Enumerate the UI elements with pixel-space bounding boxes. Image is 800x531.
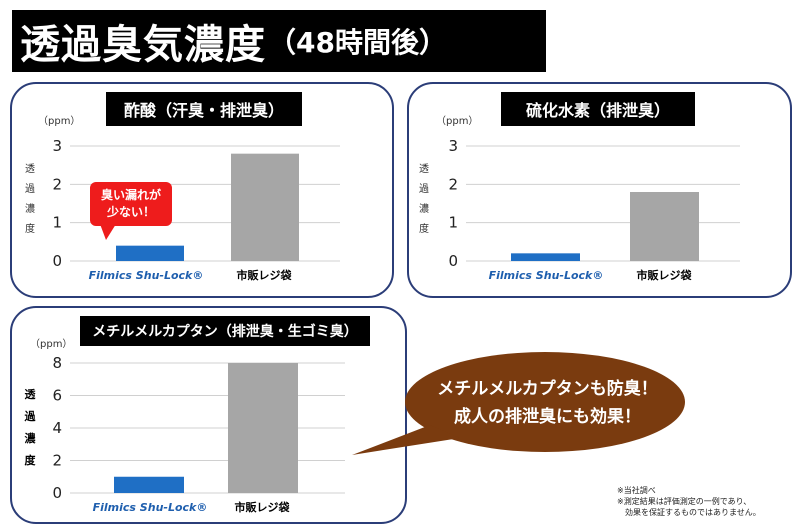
- unit-label: （ppm）: [30, 338, 72, 350]
- acetic-acid-panel: 酢酸（汗臭・排泄臭）: [10, 82, 394, 298]
- methyl-mercaptan-panel: メチルメルカプタン（排泄臭・生ゴミ臭）: [10, 306, 407, 524]
- y-axis-label-char: 度: [25, 222, 35, 235]
- y-axis-label-char: 透: [25, 388, 37, 401]
- page-title-bar: 透過臭気濃度 （48時間後）: [12, 10, 546, 72]
- unit-label: （ppm）: [38, 115, 80, 127]
- footnote-line-1: ※当社調べ: [617, 486, 656, 495]
- y-tick-label: 2: [448, 175, 458, 193]
- y-tick-label: 0: [52, 484, 62, 502]
- bar-filmics-shu-lock: [511, 253, 580, 261]
- y-tick-label: 4: [52, 419, 62, 437]
- speech-bubble-text: メチルメルカプタンも防臭！ 成人の排泄臭にも効果！: [410, 375, 685, 431]
- x-category-label: Filmics Shu-Lock®: [93, 501, 208, 514]
- speech-bubble-line-2: 成人の排泄臭にも効果！: [454, 407, 641, 427]
- y-tick-label: 0: [448, 252, 458, 270]
- y-axis-label-char: 過: [25, 183, 35, 195]
- bar-commercial-bag: [228, 363, 298, 493]
- x-category-label: 市販レジ袋: [235, 500, 291, 514]
- x-category-label: 市販レジ袋: [237, 268, 293, 282]
- y-tick-label: 3: [52, 137, 62, 155]
- odor-leak-callout: 臭い漏れが 少ない！: [90, 182, 172, 226]
- y-axis-label-char: 過: [419, 183, 429, 195]
- acetic-acid-chart-title: 酢酸（汗臭・排泄臭）: [106, 92, 302, 126]
- y-axis-label-char: 度: [419, 222, 429, 235]
- bar-filmics-shu-lock: [114, 476, 184, 493]
- footnote-line-2: ※測定結果は評価測定の一例であり、: [617, 497, 752, 506]
- callout-line-1: 臭い漏れが: [100, 188, 161, 202]
- y-axis-label-char: 濃: [25, 202, 35, 215]
- odor-leak-callout-tail: [100, 224, 116, 240]
- x-category-label: 市販レジ袋: [637, 268, 693, 282]
- y-tick-label: 1: [52, 214, 62, 232]
- y-tick-label: 3: [448, 137, 458, 155]
- x-category-label: Filmics Shu-Lock®: [89, 269, 204, 282]
- y-axis-label-char: 透: [419, 163, 429, 175]
- page-subtitle: （48時間後）: [268, 26, 447, 59]
- page-title: 透過臭気濃度: [20, 22, 266, 68]
- bar-commercial-bag: [630, 192, 699, 261]
- footnote: ※当社調べ ※測定結果は評価測定の一例であり、 効果を保証するものではありません…: [617, 485, 761, 518]
- methyl-mercaptan-chart-title: メチルメルカプタン（排泄臭・生ゴミ臭）: [80, 316, 370, 346]
- callout-line-2: 少ない！: [106, 205, 155, 219]
- hydrogen-sulfide-chart-title: 硫化水素（排泄臭）: [501, 92, 695, 126]
- speech-bubble-line-1: メチルメルカプタンも防臭！: [437, 379, 658, 399]
- y-axis-label-char: 過: [24, 409, 37, 423]
- y-axis-label-char: 度: [25, 453, 37, 467]
- bar-commercial-bag: [231, 153, 299, 261]
- bar-filmics-shu-lock: [116, 245, 184, 261]
- y-tick-label: 0: [52, 252, 62, 270]
- footnote-line-3: 効果を保証するものではありません。: [625, 508, 761, 517]
- y-axis-label-char: 透: [25, 163, 35, 175]
- y-tick-label: 1: [448, 214, 458, 232]
- x-category-label: Filmics Shu-Lock®: [489, 269, 604, 282]
- unit-label: （ppm）: [436, 115, 478, 127]
- y-tick-label: 8: [52, 354, 62, 372]
- y-tick-label: 6: [52, 387, 62, 405]
- y-axis-label-char: 濃: [419, 202, 429, 215]
- y-tick-label: 2: [52, 452, 62, 470]
- hydrogen-sulfide-panel: 硫化水素（排泄臭）: [407, 82, 792, 298]
- y-axis-label-char: 濃: [25, 431, 37, 445]
- y-tick-label: 2: [52, 175, 62, 193]
